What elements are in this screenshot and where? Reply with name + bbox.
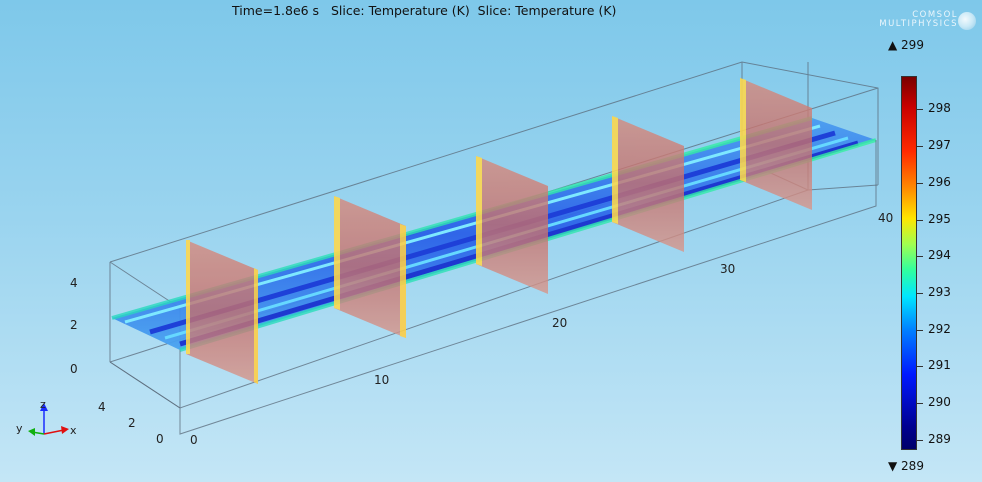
x-tick-30: 30 (720, 262, 735, 276)
colorbar-min-label: ▼ 289 (888, 459, 924, 473)
colorbar-tick: 293 (928, 285, 951, 299)
vertical-slice-4 (612, 116, 684, 252)
y-tick-0: 0 (156, 432, 164, 446)
colorbar-tick: 297 (928, 138, 951, 152)
comsol-logo: COMSOL MULTIPHYSICS (879, 10, 958, 29)
y-arrow-icon (28, 428, 35, 436)
axis-labels: 0 10 20 30 40 0 2 4 0 2 4 (70, 211, 893, 447)
z-arrow-icon (40, 403, 48, 411)
z-tick-2: 2 (70, 318, 78, 332)
x-tick-10: 10 (374, 373, 389, 387)
vertical-slice-2 (334, 196, 406, 338)
colorbar-tick: 298 (928, 101, 951, 115)
plot-title: Time=1.8e6 s Slice: Temperature (K) Slic… (232, 3, 617, 18)
triad-y-label: y (16, 422, 23, 435)
comsol-logo-icon (958, 12, 976, 30)
vertical-slice-3 (476, 156, 548, 294)
y-tick-4: 4 (98, 400, 106, 414)
colorbar-tick: 289 (928, 432, 951, 446)
triad-x-label: x (70, 424, 77, 437)
axis-triad: z x y (16, 398, 77, 437)
colorbar-tick: 295 (928, 212, 951, 226)
z-tick-0: 0 (70, 362, 78, 376)
z-tick-4: 4 (70, 276, 78, 290)
x-arrow-icon (61, 426, 69, 434)
x-tick-20: 20 (552, 316, 567, 330)
vertical-slice-5 (740, 78, 812, 210)
colorbar (901, 76, 917, 450)
triad-z-label: z (40, 398, 46, 411)
colorbar-tick: 292 (928, 322, 951, 336)
colorbar-tick: 291 (928, 358, 951, 372)
colorbar-tick: 290 (928, 395, 951, 409)
colorbar-tick: 296 (928, 175, 951, 189)
x-tick-40: 40 (878, 211, 893, 225)
vertical-slice-1 (186, 240, 258, 384)
x-tick-0: 0 (190, 433, 198, 447)
y-tick-2: 2 (128, 416, 136, 430)
colorbar-max-label: ▲ 299 (888, 38, 924, 52)
colorbar-tick: 294 (928, 248, 951, 262)
